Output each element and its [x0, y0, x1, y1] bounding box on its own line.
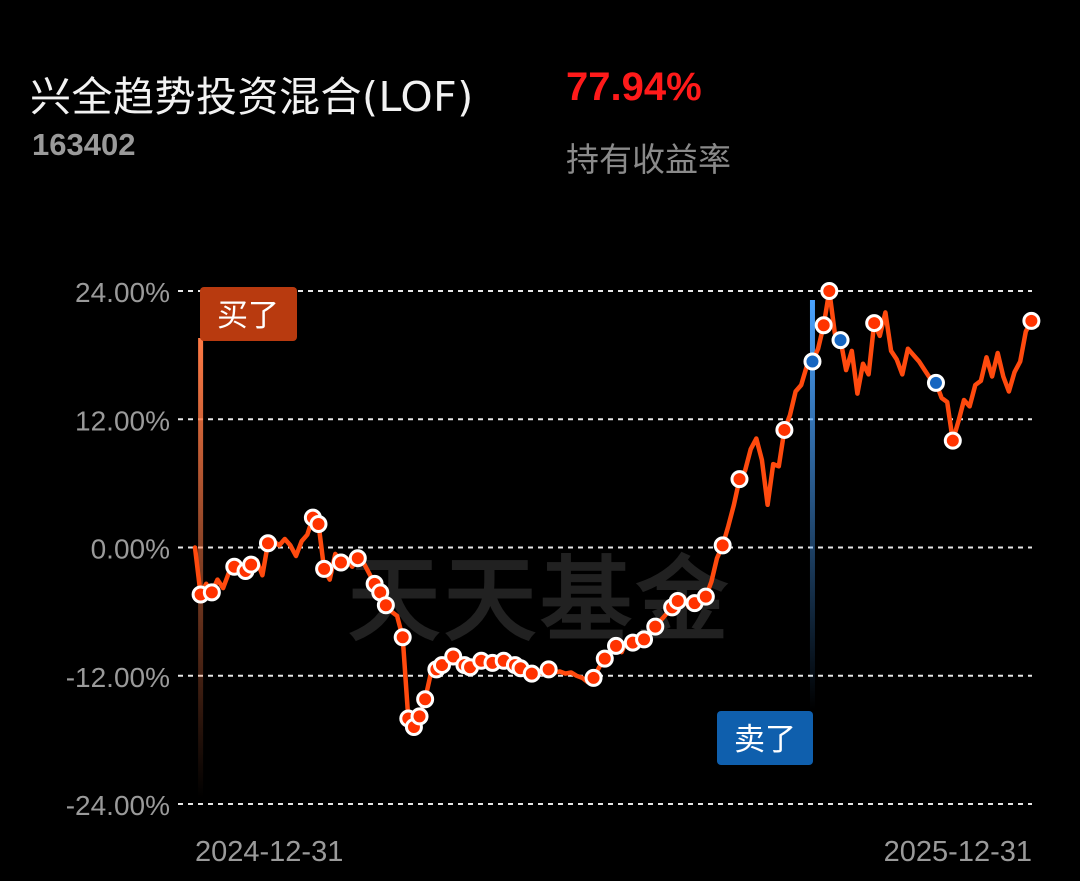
buy-point	[775, 420, 794, 439]
buy-point	[713, 536, 732, 555]
y-tick-label: 24.00%	[75, 277, 170, 308]
buy-point	[1022, 311, 1041, 330]
buy-point	[309, 514, 328, 533]
buy-point	[258, 534, 277, 553]
buy-marker-line	[198, 338, 204, 798]
fund-name: 兴全趋势投资混合(LOF)	[30, 73, 474, 121]
y-tick-label: 12.00%	[75, 405, 170, 436]
buy-point	[315, 559, 334, 578]
buy-point	[410, 707, 429, 726]
buy-point	[416, 690, 435, 709]
buy-point	[820, 282, 839, 300]
buy-point	[865, 314, 884, 333]
buy-point	[814, 316, 833, 335]
sell-point	[831, 331, 850, 350]
y-tick-label: -12.00%	[66, 662, 170, 693]
x-tick-label: 2025-12-31	[884, 836, 1032, 868]
buy-point	[646, 617, 665, 636]
y-tick-label: -24.00%	[66, 790, 170, 821]
buy-point	[696, 587, 715, 606]
holding-return-label: 持有收益率	[566, 140, 731, 179]
buy-point	[943, 431, 962, 450]
sell-marker-line	[809, 300, 815, 710]
buy-badge[interactable]: 买了	[200, 287, 297, 341]
sell-badge-bg	[717, 711, 813, 765]
y-tick-label: 0.00%	[91, 534, 170, 565]
buy-badge-label: 买了	[217, 298, 279, 334]
buy-point	[595, 649, 614, 668]
buy-point	[331, 553, 350, 572]
sell-badge[interactable]: 卖了	[717, 711, 813, 765]
buy-point	[668, 591, 687, 610]
buy-point	[393, 628, 412, 647]
fund-code: 163402	[32, 127, 136, 162]
buy-point	[242, 555, 261, 574]
buy-point	[376, 596, 395, 615]
buy-point	[522, 664, 541, 683]
buy-point	[607, 636, 625, 655]
sell-point	[926, 373, 945, 392]
x-tick-label: 2024-12-31	[195, 836, 343, 868]
series-line	[192, 288, 1040, 730]
holding-return-value: 77.94%	[566, 65, 702, 109]
buy-point	[202, 583, 221, 602]
buy-badge-bg	[200, 287, 297, 341]
sell-point	[803, 352, 822, 371]
sell-badge-label: 卖了	[734, 722, 796, 758]
buy-point	[730, 470, 749, 489]
buy-point	[539, 660, 558, 679]
buy-point	[584, 668, 603, 687]
fund-header: 兴全趋势投资混合(LOF) 77.94% 163402 持有收益率	[30, 55, 1050, 185]
buy-point	[635, 630, 654, 649]
buy-point	[348, 549, 367, 568]
